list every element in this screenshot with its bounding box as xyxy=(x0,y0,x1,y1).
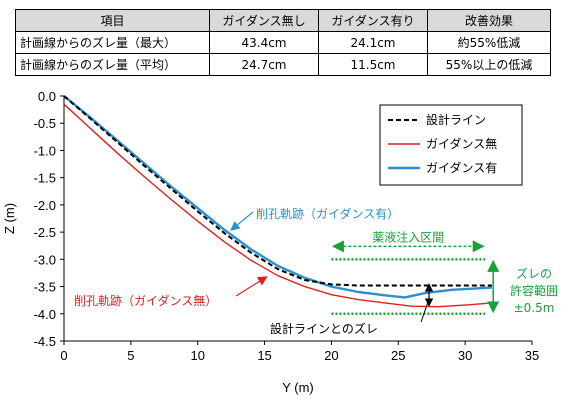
guidance-trajectory-label: 削孔軌跡（ガイダンス有） xyxy=(256,206,399,221)
legend-design-line-label: 設計ライン xyxy=(426,112,486,127)
y-tick-label: -2.0 xyxy=(34,198,56,213)
header-no-guidance: ガイダンス無し xyxy=(209,9,319,32)
deviation-leader xyxy=(420,301,429,323)
y-tick-label: 0.0 xyxy=(38,89,56,104)
tolerance-label-line2: 許容範囲 xyxy=(510,283,558,298)
header-with-guidance: ガイダンス有り xyxy=(318,9,428,32)
y-tick-label: -2.5 xyxy=(34,225,56,240)
y-axis-title: Z (m) xyxy=(2,203,17,234)
guidance-line xyxy=(63,95,492,299)
x-tick-label: 15 xyxy=(257,348,271,363)
y-tick-label: -3.0 xyxy=(34,252,56,267)
no-guidance-callout-arrow xyxy=(235,276,268,297)
cell-with-guidance: 11.5cm xyxy=(318,53,428,76)
tolerance-label-line3: ±0.5m xyxy=(514,301,555,315)
cell-improvement: 55%以上の低減 xyxy=(427,53,551,76)
legend-guidance-label: ガイダンス有 xyxy=(426,160,497,175)
chart-series xyxy=(63,95,492,308)
no-guidance-trajectory-label: 削孔軌跡（ガイダンス無） xyxy=(74,293,217,308)
y-tick-label: -1.5 xyxy=(34,171,56,186)
header-item: 項目 xyxy=(15,9,210,32)
row-label: 計画線からのズレ量（平均） xyxy=(15,53,210,76)
y-tick-label: -1.0 xyxy=(34,143,56,158)
tolerance-label-line1: ズレの xyxy=(516,266,552,281)
chart-legend: 設計ライン ガイダンス無 ガイダンス有 xyxy=(379,104,523,186)
table-header-row: 項目 ガイダンス無し ガイダンス有り 改善効果 xyxy=(15,9,551,32)
comparison-table: 項目 ガイダンス無し ガイダンス有り 改善効果 計画線からのズレ量（最大） 43… xyxy=(15,9,551,76)
y-tick-label: -4.0 xyxy=(34,307,56,322)
deviation-label: 設計ラインとのズレ xyxy=(270,321,378,336)
table-row: 計画線からのズレ量（平均） 24.7cm 11.5cm 55%以上の低減 xyxy=(15,53,551,76)
y-tick-label: -0.5 xyxy=(34,116,56,131)
cell-no-guidance: 24.7cm xyxy=(209,53,319,76)
injection-range-label: 薬液注入区間 xyxy=(372,229,444,244)
no-guidance-line xyxy=(63,103,492,308)
guidance-callout-arrow xyxy=(230,211,254,231)
x-tick-label: 35 xyxy=(525,348,539,363)
x-axis-title: Y (m) xyxy=(282,380,314,395)
x-tick-label: 10 xyxy=(190,348,204,363)
legend-no-guidance-label: ガイダンス無 xyxy=(426,136,497,151)
x-tick-label: 0 xyxy=(60,348,67,363)
y-tick-label: -3.5 xyxy=(34,280,56,295)
y-tick-label: -4.5 xyxy=(34,334,56,349)
x-tick-label: 20 xyxy=(324,348,338,363)
cell-with-guidance: 24.1cm xyxy=(318,31,428,54)
design-line xyxy=(63,95,492,287)
x-tick-label: 30 xyxy=(458,348,472,363)
x-tick-label: 25 xyxy=(391,348,405,363)
legend-box xyxy=(379,104,523,186)
x-tick-label: 5 xyxy=(127,348,134,363)
